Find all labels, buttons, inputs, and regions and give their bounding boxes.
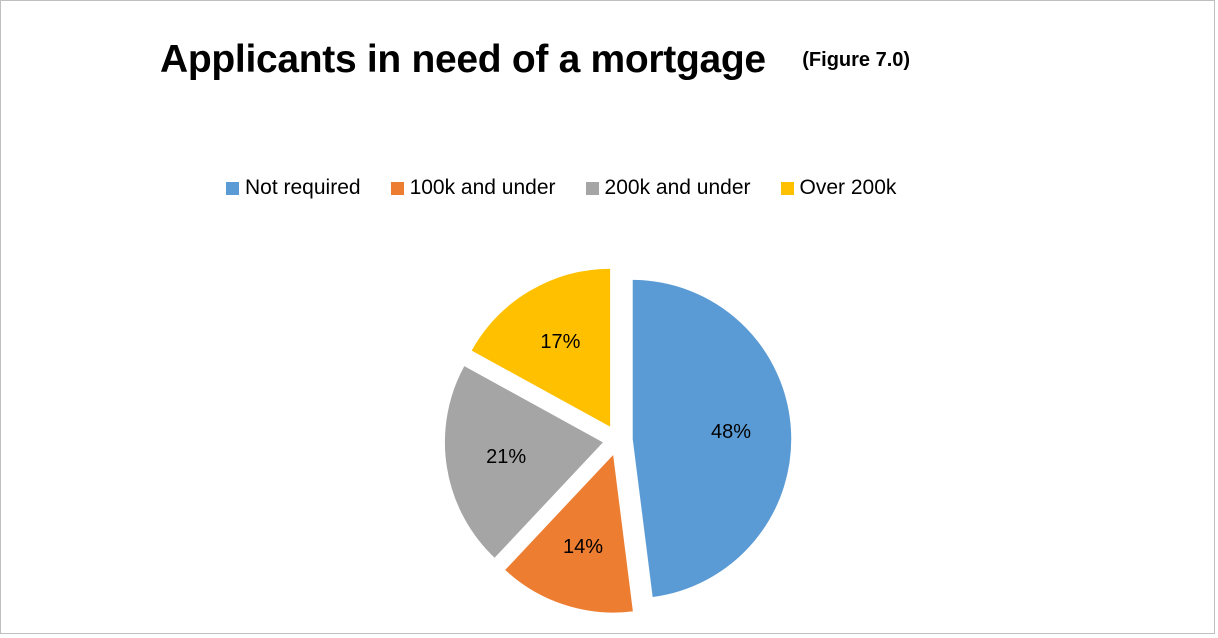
legend-label: 100k and under bbox=[409, 176, 556, 199]
chart-subtitle: (Figure 7.0) bbox=[802, 49, 911, 71]
data-label: 21% bbox=[486, 446, 526, 468]
legend-item-200k-and-under: 200k and under bbox=[585, 176, 751, 200]
legend-swatch bbox=[585, 181, 599, 195]
legend-label: 200k and under bbox=[604, 176, 751, 199]
chart-title: Applicants in need of a mortgage bbox=[160, 38, 766, 81]
legend-item-over-200k: Over 200k bbox=[780, 176, 897, 200]
legend-item-not-required: Not required bbox=[226, 176, 361, 200]
legend-swatch bbox=[780, 181, 794, 195]
legend-swatch bbox=[226, 181, 239, 195]
data-label: 17% bbox=[540, 331, 580, 353]
pie-slice-100k-and-under bbox=[503, 451, 635, 615]
pie-slice-200k-and-under bbox=[443, 364, 606, 560]
pie-slice-over-200k bbox=[469, 267, 612, 430]
legend-label: Not required bbox=[245, 176, 361, 199]
legend-item-100k-and-under: 100k and under bbox=[390, 176, 556, 200]
legend-swatch bbox=[390, 181, 404, 195]
data-label: 14% bbox=[563, 536, 603, 558]
data-label: 48% bbox=[711, 421, 751, 443]
legend-label: Over 200k bbox=[799, 176, 897, 199]
chart-title-block: Applicants in need of a mortgage (Figure… bbox=[160, 38, 910, 82]
chart-legend: Not required 100k and under 200k and und… bbox=[226, 176, 896, 200]
pie-slice-not-required bbox=[631, 278, 793, 599]
